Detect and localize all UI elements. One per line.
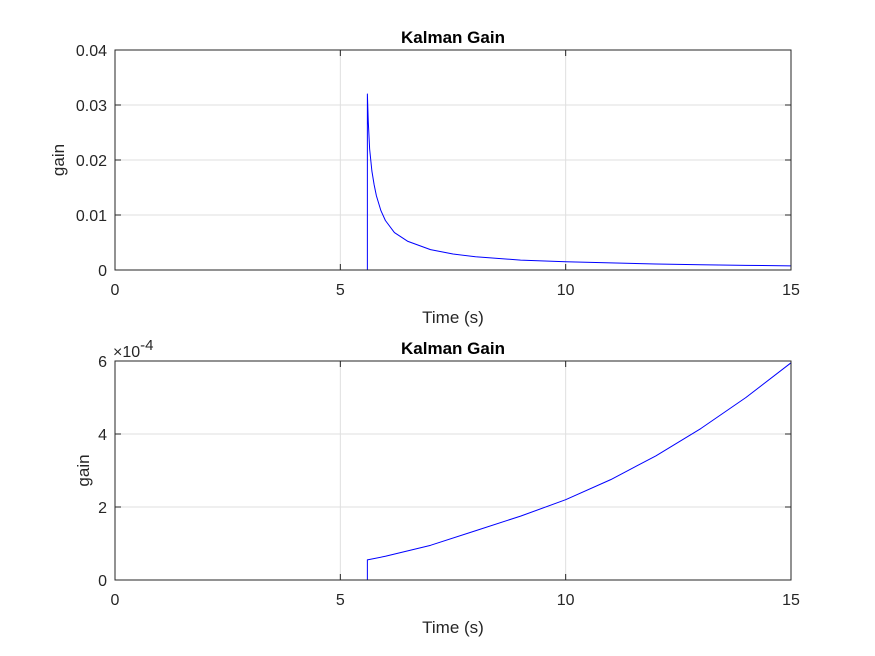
bottom-x-tick-label: 0 bbox=[111, 592, 120, 609]
bottom-y-exponent: ×10-4 bbox=[113, 337, 153, 361]
top-subplot: 0 5 10 15 0 0.01 0.02 0.03 0.04 Kalman Gain Time… bbox=[49, 28, 800, 327]
bottom-x-tick-label: 10 bbox=[557, 592, 575, 609]
top-title: Kalman Gain bbox=[401, 28, 505, 47]
bottom-x-axis-label: Time (s) bbox=[422, 618, 484, 637]
bottom-y-axis-label: gain bbox=[74, 454, 93, 486]
top-series-line bbox=[115, 93, 792, 271]
top-x-tick-label: 10 bbox=[557, 282, 575, 299]
bottom-x-tick-label: 5 bbox=[336, 592, 345, 609]
bottom-y-tick-label: 2 bbox=[98, 500, 107, 517]
top-y-tick-label: 0.02 bbox=[76, 153, 107, 170]
bottom-title: Kalman Gain bbox=[401, 339, 505, 358]
top-x-tick-label: 0 bbox=[111, 282, 120, 299]
bottom-y-tick-label: 0 bbox=[98, 573, 107, 590]
bottom-ticks: 0 5 10 15 0 2 4 6 bbox=[98, 354, 800, 609]
top-ticks: 0 5 10 15 0 0.01 0.02 0.03 0.04 bbox=[76, 43, 800, 299]
top-x-tick-label: 15 bbox=[782, 282, 800, 299]
top-series bbox=[115, 93, 792, 271]
bottom-plot-area bbox=[115, 361, 791, 580]
top-y-tick-label: 0.01 bbox=[76, 208, 107, 225]
top-y-axis-label: gain bbox=[49, 144, 68, 176]
bottom-y-tick-label: 6 bbox=[98, 354, 107, 371]
bottom-series bbox=[115, 362, 792, 581]
bottom-y-exponent-base: ×10 bbox=[113, 344, 140, 361]
top-x-axis-label: Time (s) bbox=[422, 308, 484, 327]
top-y-tick-label: 0.04 bbox=[76, 43, 107, 60]
bottom-y-exponent-power: -4 bbox=[140, 337, 153, 354]
top-x-tick-label: 5 bbox=[336, 282, 345, 299]
bottom-axes-box bbox=[114, 360, 792, 581]
bottom-subplot: 0 5 10 15 0 2 4 6 Kalman Gain Time (s) gain ×10… bbox=[74, 337, 800, 637]
bottom-x-tick-label: 15 bbox=[782, 592, 800, 609]
top-y-tick-label: 0 bbox=[98, 263, 107, 280]
top-y-tick-label: 0.03 bbox=[76, 98, 107, 115]
bottom-y-tick-label: 4 bbox=[98, 427, 107, 444]
bottom-series-line bbox=[115, 362, 792, 581]
